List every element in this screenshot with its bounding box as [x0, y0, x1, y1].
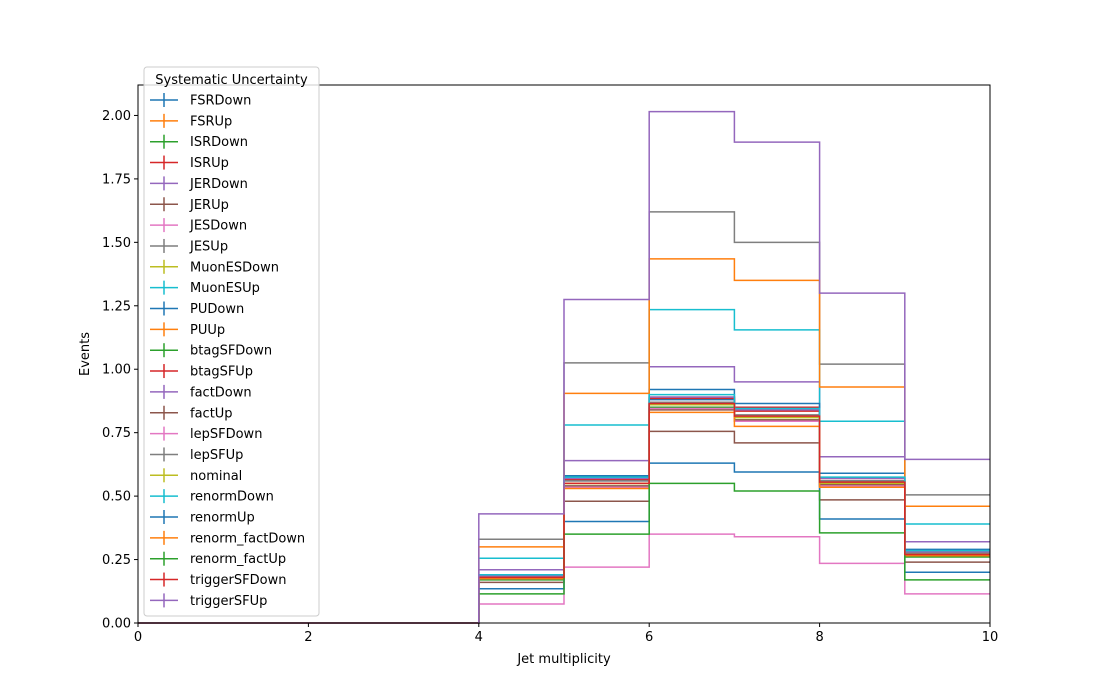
legend-label: renormDown	[190, 490, 274, 505]
legend-label: nominal	[190, 469, 242, 484]
legend-item-PUDown: PUDown	[150, 301, 244, 317]
legend-label: lepSFDown	[190, 427, 262, 442]
legend-label: JERUp	[189, 198, 229, 213]
legend-label: JESUp	[189, 239, 228, 254]
y-tick-label: 1.00	[102, 363, 131, 378]
legend-item-JESDown: JESDown	[150, 218, 247, 234]
legend-label: lepSFUp	[190, 448, 243, 463]
y-tick-label: 0.50	[102, 490, 131, 505]
legend-items: FSRDown FSRUp ISRDown ISRUp JERDown JERUp JESD…	[150, 93, 305, 609]
legend-label: renorm_factUp	[190, 552, 286, 567]
legend-item-ISRDown: ISRDown	[150, 134, 248, 150]
legend-label: btagSFDown	[190, 344, 272, 359]
legend-item-PUUp: PUUp	[150, 322, 225, 338]
legend-label: FSRUp	[190, 114, 232, 129]
legend-item-FSRDown: FSRDown	[150, 93, 251, 109]
legend-item-ISRUp: ISRUp	[150, 155, 229, 171]
legend-item-renormDown: renormDown	[150, 489, 274, 505]
legend-label: FSRDown	[190, 94, 251, 109]
y-tick-label: 1.25	[102, 299, 131, 314]
legend-label: btagSFUp	[190, 365, 253, 380]
legend-item-lepSFDown: lepSFDown	[150, 426, 262, 442]
y-tick-label: 1.50	[102, 236, 131, 251]
legend-item-btagSFDown: btagSFDown	[150, 343, 272, 359]
legend-item-renorm_factDown: renorm_factDown	[150, 530, 305, 546]
legend-item-triggerSFDown: triggerSFDown	[150, 572, 286, 588]
legend-label: triggerSFUp	[190, 594, 267, 609]
x-axis-label: Jet multiplicity	[516, 652, 611, 667]
x-tick-label: 0	[134, 630, 142, 645]
legend-item-nominal: nominal	[150, 468, 242, 484]
legend-item-lepSFUp: lepSFUp	[150, 447, 243, 463]
legend-label: JERDown	[189, 177, 248, 192]
x-axis-ticks: 0 2 4 6 8 10	[134, 623, 998, 645]
legend-label: PUDown	[190, 302, 244, 317]
axes-frame	[137, 84, 991, 624]
legend-item-factUp: factUp	[150, 405, 233, 421]
y-axis-label: Events	[78, 332, 93, 376]
y-tick-label: 1.75	[102, 172, 131, 187]
y-tick-label: 0.25	[102, 553, 131, 568]
legend-title: Systematic Uncertainty	[155, 73, 308, 88]
legend-box	[143, 66, 320, 617]
legend-label: factDown	[190, 385, 252, 400]
x-tick-label: 8	[815, 630, 823, 645]
legend-item-MuonESDown: MuonESDown	[150, 259, 279, 275]
legend-label: MuonESDown	[190, 260, 279, 275]
x-tick-label: 4	[475, 630, 483, 645]
legend-item-renorm_factUp: renorm_factUp	[150, 551, 286, 567]
legend-label: PUUp	[190, 323, 225, 338]
x-tick-label: 6	[645, 630, 653, 645]
legend-label: triggerSFDown	[190, 573, 286, 588]
legend-item-JERUp: JERUp	[150, 197, 229, 213]
legend-item-factDown: factDown	[150, 384, 252, 400]
legend: Systematic Uncertainty FSRDown FSRUp ISRDo…	[143, 66, 320, 617]
legend-label: factUp	[190, 406, 233, 421]
legend-label: renormUp	[190, 511, 255, 526]
legend-item-renormUp: renormUp	[150, 510, 255, 526]
x-tick-label: 10	[982, 630, 999, 645]
y-tick-label: 0.75	[102, 426, 131, 441]
y-tick-label: 0.00	[102, 617, 131, 632]
legend-item-btagSFUp: btagSFUp	[150, 364, 253, 380]
legend-label: MuonESUp	[190, 281, 260, 296]
legend-item-MuonESUp: MuonESUp	[150, 280, 260, 296]
legend-item-FSRUp: FSRUp	[150, 113, 232, 129]
y-axis-ticks: 0.00 0.25 0.50 0.75 1.00 1.25 1.50 1.75 2.00	[102, 109, 138, 632]
legend-label: JESDown	[189, 219, 247, 234]
legend-item-triggerSFUp: triggerSFUp	[150, 593, 267, 609]
legend-item-JESUp: JESUp	[150, 238, 228, 254]
legend-label: renorm_factDown	[190, 531, 305, 546]
y-tick-label: 2.00	[102, 109, 131, 124]
legend-label: ISRDown	[190, 135, 248, 150]
legend-item-JERDown: JERDown	[150, 176, 248, 192]
x-tick-label: 2	[304, 630, 312, 645]
legend-label: ISRUp	[190, 156, 229, 171]
